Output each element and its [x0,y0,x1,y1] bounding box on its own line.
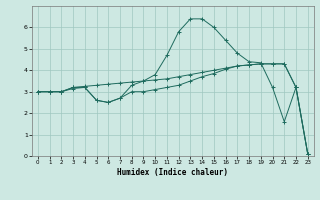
X-axis label: Humidex (Indice chaleur): Humidex (Indice chaleur) [117,168,228,177]
